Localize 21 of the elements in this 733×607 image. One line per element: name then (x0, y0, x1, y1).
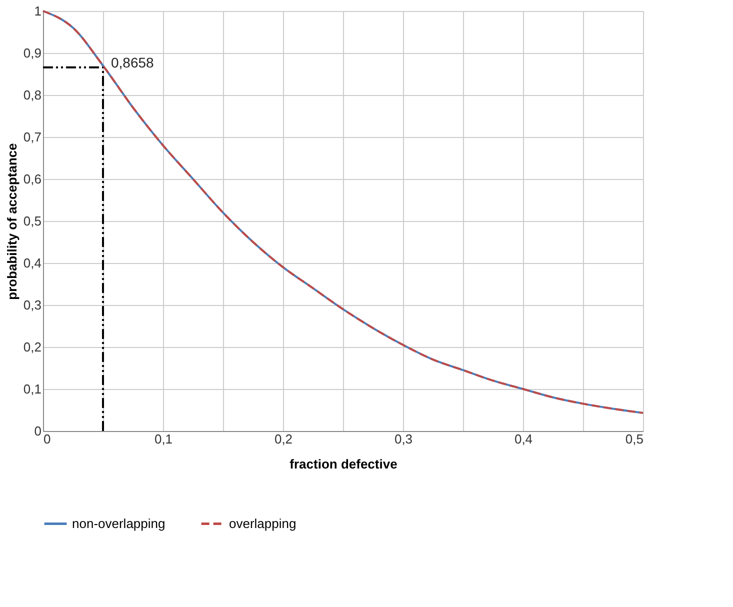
y-tick-label: 0,9 (23, 46, 42, 60)
x-tick-label: 0,5 (625, 432, 644, 446)
legend-label: non-overlapping (72, 516, 166, 531)
y-tick-label: 0,7 (23, 130, 42, 144)
x-tick-label: 0,3 (394, 432, 413, 446)
y-tick-label: 0,1 (23, 382, 42, 396)
x-tick-label: 0 (44, 432, 51, 446)
x-tick-label: 0,4 (514, 432, 533, 446)
y-tick-label: 0,3 (23, 298, 42, 312)
y-tick-label: 0,5 (23, 214, 42, 228)
y-tick-label: 0,4 (23, 256, 42, 270)
y-tick-label: 0,2 (23, 340, 42, 354)
y-axis-title: probability of acceptance (4, 143, 20, 300)
y-tick-label: 0,6 (23, 172, 42, 186)
x-axis-title: fraction defective (290, 456, 398, 472)
x-tick-label: 0,1 (154, 432, 173, 446)
x-tick-label: 0,2 (274, 432, 293, 446)
y-tick-label: 0,8 (23, 88, 42, 102)
annotation: 0,8658 (111, 54, 154, 70)
legend-label: overlapping (229, 516, 296, 531)
y-tick-label: 1 (34, 4, 42, 18)
